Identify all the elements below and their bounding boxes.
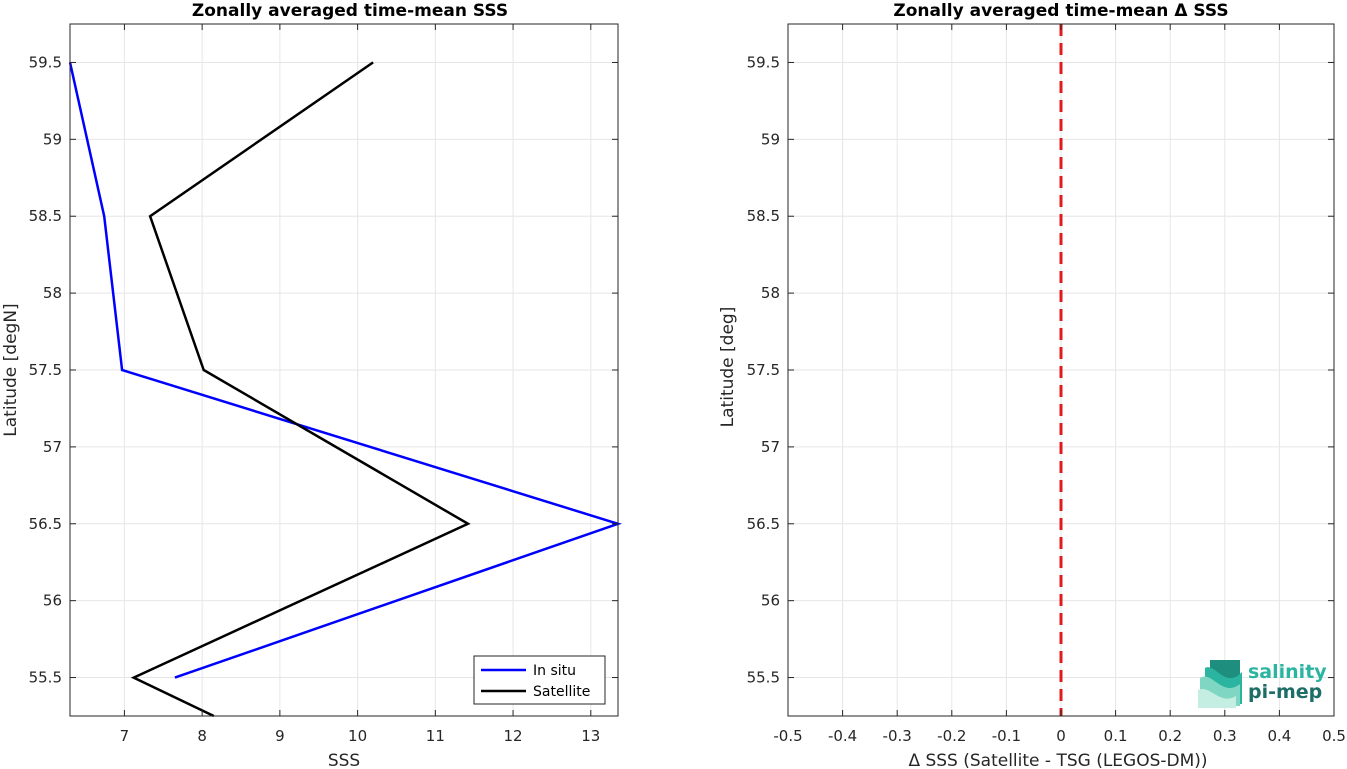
right-y-tick-label: 55.5 bbox=[747, 669, 780, 687]
left-x-tick-label: 13 bbox=[581, 727, 600, 745]
right-y-tick-label: 59.5 bbox=[747, 53, 780, 71]
sss-profile-panel: Zonally averaged time-mean SSS 7 8 9 10 11 12… bbox=[1, 1, 623, 769]
right-x-tick-label: 0.4 bbox=[1267, 727, 1291, 745]
right-x-tick-label: -0.1 bbox=[992, 727, 1021, 745]
left-y-tick-label: 57.5 bbox=[29, 361, 62, 379]
left-series-group bbox=[68, 61, 623, 718]
left-y-tick-label: 57 bbox=[43, 438, 62, 456]
right-y-tick-label: 57 bbox=[761, 438, 780, 456]
left-x-tick-label: 12 bbox=[504, 727, 523, 745]
left-x-axis-label: SSS bbox=[328, 751, 360, 769]
left-x-tick-label: 7 bbox=[120, 727, 130, 745]
right-y-tick-label: 58.5 bbox=[747, 207, 780, 225]
right-ticks: -0.5 -0.4 -0.3 -0.2 -0.1 0 0.1 0.2 0.3 0.4 0.5 55.5… bbox=[747, 24, 1346, 745]
left-x-tick-label: 10 bbox=[348, 727, 367, 745]
delta-sss-panel: Zonally averaged time-mean Δ SSS -0.5 -0.… bbox=[718, 1, 1346, 769]
right-y-tick-label: 59 bbox=[761, 130, 780, 148]
logo-salinity-text: salinity bbox=[1248, 661, 1327, 683]
right-x-tick-label: 0.1 bbox=[1104, 727, 1128, 745]
right-x-tick-label: 0.5 bbox=[1322, 727, 1346, 745]
left-y-tick-label: 56 bbox=[43, 592, 62, 610]
left-x-tick-label: 9 bbox=[275, 727, 285, 745]
left-x-tick-label: 8 bbox=[197, 727, 207, 745]
right-x-axis-label: Δ SSS (Satellite - TSG (LEGOS-DM)) bbox=[908, 751, 1207, 769]
right-y-tick-label: 56.5 bbox=[747, 515, 780, 533]
left-y-tick-label: 59 bbox=[43, 130, 62, 148]
series-line-in-situ bbox=[68, 62, 623, 679]
left-x-tick-label: 11 bbox=[426, 727, 445, 745]
right-x-tick-label: 0.3 bbox=[1213, 727, 1237, 745]
right-y-tick-label: 58 bbox=[761, 284, 780, 302]
right-y-tick-label: 57.5 bbox=[747, 361, 780, 379]
left-y-tick-label: 55.5 bbox=[29, 669, 62, 687]
left-y-tick-label: 59.5 bbox=[29, 53, 62, 71]
legend-label-in-situ: In situ bbox=[533, 663, 576, 679]
left-chart-title: Zonally averaged time-mean SSS bbox=[192, 1, 508, 21]
left-y-tick-label: 56.5 bbox=[29, 515, 62, 533]
right-y-axis-label: Latitude [deg] bbox=[718, 307, 738, 428]
right-y-tick-label: 56 bbox=[761, 592, 780, 610]
legend-label-satellite: Satellite bbox=[533, 684, 590, 700]
right-x-tick-label: -0.4 bbox=[828, 727, 857, 745]
logo-pimep-text: pi-mep bbox=[1248, 681, 1322, 703]
legend-box bbox=[473, 655, 606, 705]
series-line-satellite bbox=[130, 61, 471, 718]
wave-logo-icon bbox=[1198, 660, 1242, 708]
left-ticks: 7 8 9 10 11 12 13 55.5 56 56.5 57 57.5 58 58.5 59 59.5 bbox=[29, 24, 618, 745]
right-x-tick-label: 0.2 bbox=[1158, 727, 1182, 745]
right-x-tick-label: -0.5 bbox=[773, 727, 802, 745]
left-y-tick-label: 58.5 bbox=[29, 207, 62, 225]
left-grid bbox=[70, 24, 618, 716]
right-x-tick-label: -0.3 bbox=[883, 727, 912, 745]
left-y-tick-label: 58 bbox=[43, 284, 62, 302]
left-y-axis-label: Latitude [degN] bbox=[1, 303, 21, 436]
right-x-tick-label: 0 bbox=[1056, 727, 1066, 745]
right-chart-title: Zonally averaged time-mean Δ SSS bbox=[893, 1, 1228, 21]
right-x-tick-label: -0.2 bbox=[937, 727, 966, 745]
salinity-pimep-logo: salinity pi-mep bbox=[1198, 660, 1327, 708]
legend: In situ Satellite bbox=[473, 655, 606, 705]
